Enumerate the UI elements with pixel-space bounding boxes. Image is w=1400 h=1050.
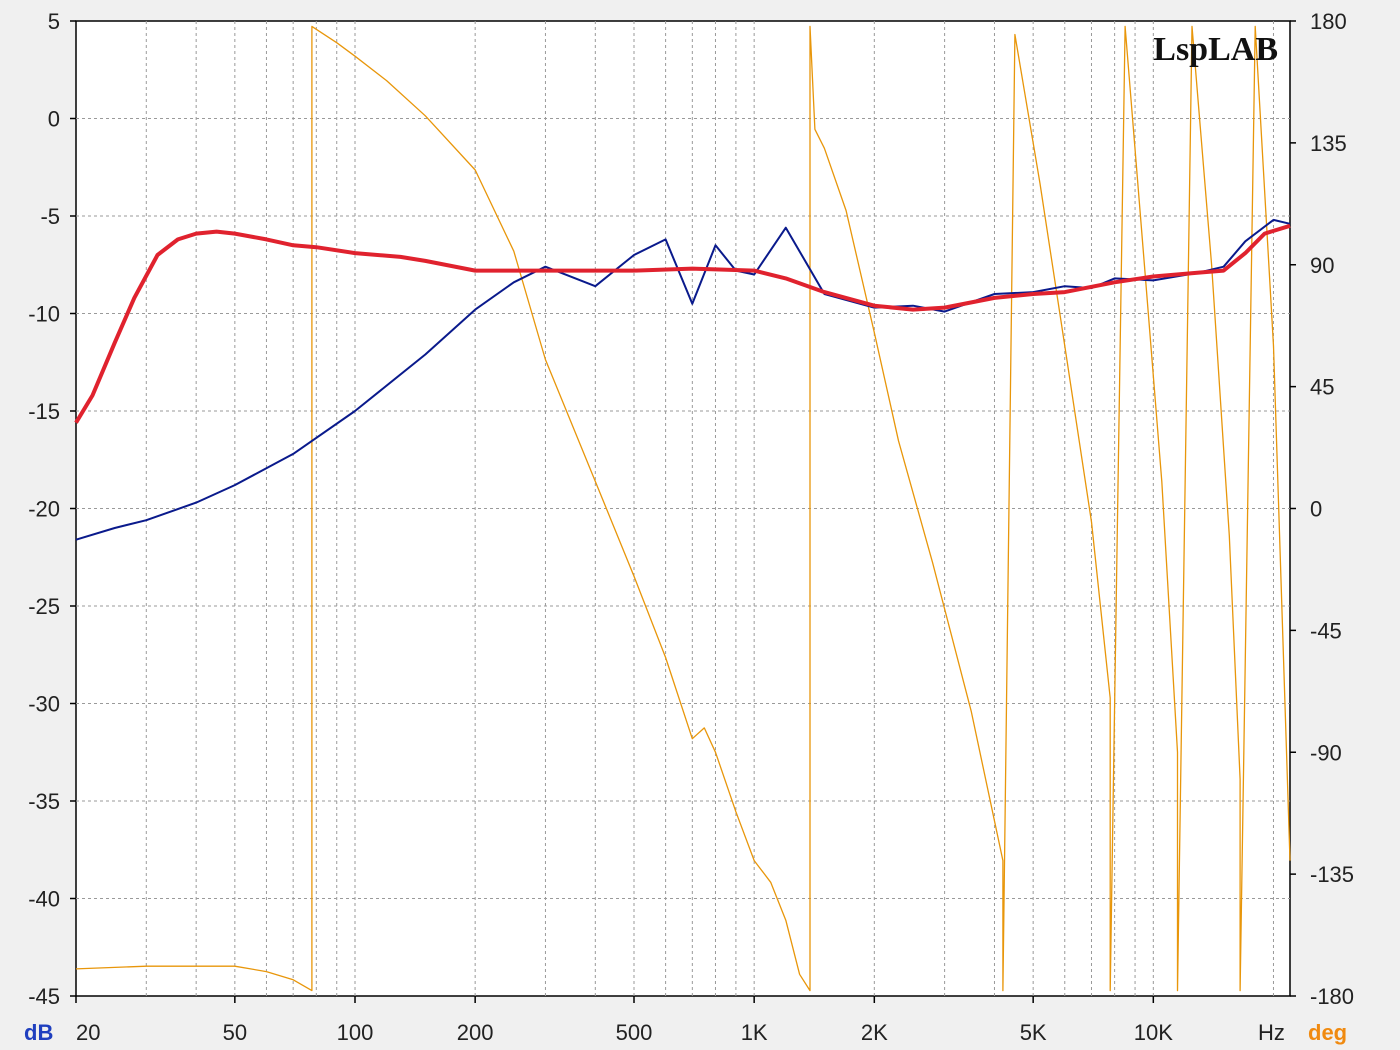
tick-label-x: 200 [457, 1020, 494, 1045]
right-unit-label: deg [1308, 1020, 1347, 1045]
tick-label-left: -30 [28, 692, 60, 717]
tick-label-x: 500 [616, 1020, 653, 1045]
tick-label-left: -35 [28, 789, 60, 814]
tick-label-left: -15 [28, 399, 60, 424]
tick-label-left: -10 [28, 302, 60, 327]
tick-label-left: -20 [28, 497, 60, 522]
tick-label-x: 100 [337, 1020, 374, 1045]
x-axis-ticks: 20 50 100 200 500 1K 2K 5K 10K [75, 996, 1173, 1045]
right-axis-ticks: 180 135 90 45 0 -45 -90 -135 -180 [1290, 9, 1354, 1009]
grid [76, 21, 1290, 996]
tick-label-right: -180 [1310, 984, 1354, 1009]
tick-label-x: 2K [861, 1020, 888, 1045]
tick-label-x: 10K [1134, 1020, 1173, 1045]
tick-label-left: 0 [48, 107, 60, 132]
series-line-phase [75, 25, 1291, 992]
tick-label-right: 135 [1310, 131, 1347, 156]
series-line-smoothed [74, 223, 1291, 424]
left-unit-label: dB [24, 1020, 53, 1045]
tick-label-x: 1K [741, 1020, 768, 1045]
tick-label-right: -135 [1310, 862, 1354, 887]
tick-label-x: 50 [223, 1020, 247, 1045]
tick-label-left: -40 [28, 887, 60, 912]
tick-label-right: -45 [1310, 618, 1342, 643]
x-unit-label: Hz [1258, 1020, 1285, 1045]
tick-label-x: 5K [1020, 1020, 1047, 1045]
tick-label-left: 5 [48, 9, 60, 34]
brand-logo: LspLAB [1153, 31, 1278, 68]
tick-label-right: 180 [1310, 9, 1347, 34]
tick-label-right: 0 [1310, 497, 1322, 522]
tick-label-right: -90 [1310, 740, 1342, 765]
series-layer [74, 25, 1291, 992]
tick-label-x: 20 [76, 1020, 100, 1045]
left-axis-ticks: 5 0 -5 -10 -15 -20 -25 -30 -35 -40 -45 [28, 9, 76, 1009]
tick-label-left: -25 [28, 594, 60, 619]
tick-label-left: -45 [28, 984, 60, 1009]
tick-label-left: -5 [40, 204, 60, 229]
tick-label-right: 45 [1310, 375, 1334, 400]
tick-label-right: 90 [1310, 253, 1334, 278]
